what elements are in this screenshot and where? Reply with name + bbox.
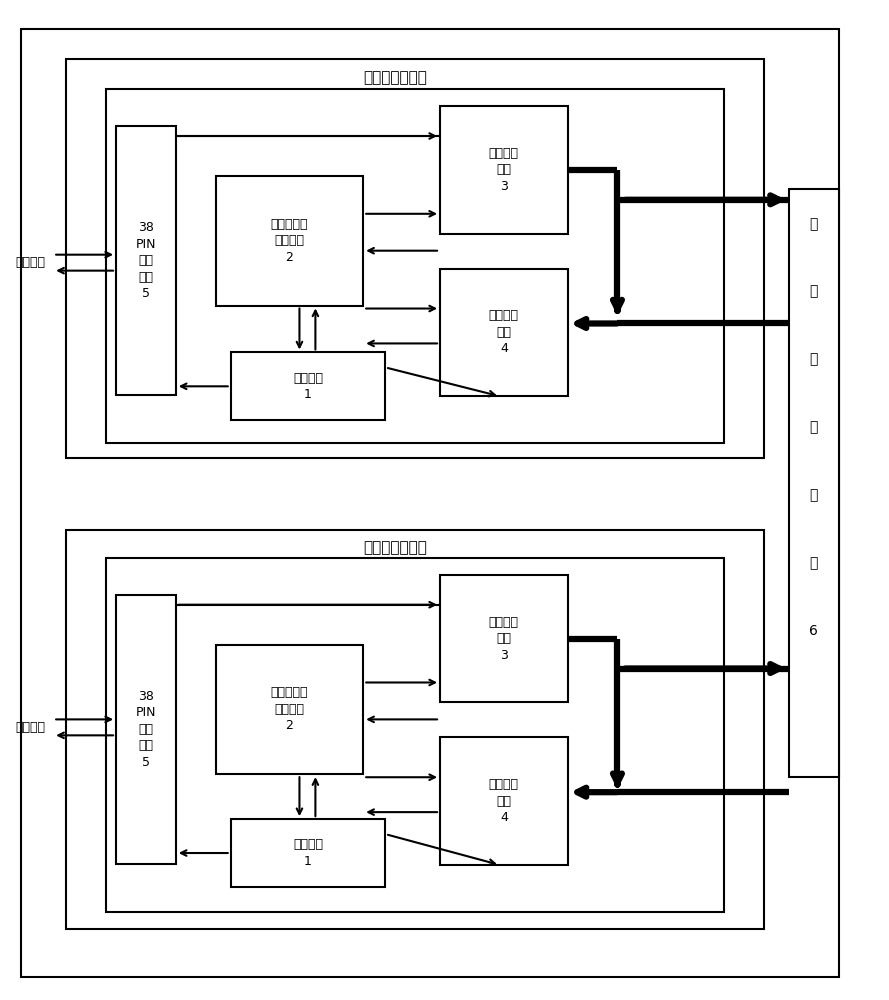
- Text: 频: 频: [810, 285, 818, 299]
- Text: 铜: 铜: [810, 488, 818, 502]
- Text: 高: 高: [810, 217, 818, 231]
- Bar: [116, 595, 176, 864]
- Bar: [440, 106, 567, 234]
- Text: 数字诊断和
通信单元
2: 数字诊断和 通信单元 2: [271, 218, 308, 264]
- Bar: [789, 189, 838, 777]
- Text: 信号发送
单元
3: 信号发送 单元 3: [489, 147, 519, 193]
- Text: 38
PIN
接口
单元
5: 38 PIN 接口 单元 5: [136, 690, 156, 769]
- Text: 通: 通: [810, 352, 818, 366]
- Bar: [106, 558, 725, 912]
- Text: 第一电传输模块: 第一电传输模块: [364, 70, 427, 85]
- Text: 6: 6: [809, 624, 818, 638]
- Bar: [216, 645, 364, 774]
- Text: 信号接收
单元
4: 信号接收 单元 4: [489, 309, 519, 355]
- Text: 外部系统: 外部系统: [15, 256, 45, 269]
- Text: 信号接收
单元
4: 信号接收 单元 4: [489, 778, 519, 824]
- Text: 数字诊断和
通信单元
2: 数字诊断和 通信单元 2: [271, 686, 308, 732]
- Bar: [230, 819, 385, 887]
- Text: 外部系统: 外部系统: [15, 721, 45, 734]
- Text: 信: 信: [810, 420, 818, 434]
- Bar: [440, 737, 567, 865]
- Bar: [230, 352, 385, 420]
- Bar: [116, 126, 176, 395]
- Bar: [66, 59, 764, 458]
- Bar: [440, 575, 567, 702]
- Text: 第二电传输模块: 第二电传输模块: [364, 540, 427, 555]
- Bar: [440, 269, 567, 396]
- Bar: [216, 176, 364, 306]
- Text: 供电单元
1: 供电单元 1: [293, 372, 323, 401]
- Bar: [106, 89, 725, 443]
- Text: 38
PIN
接口
单元
5: 38 PIN 接口 单元 5: [136, 221, 156, 300]
- Bar: [66, 530, 764, 929]
- Text: 供电单元
1: 供电单元 1: [293, 838, 323, 868]
- Text: 信号发送
单元
3: 信号发送 单元 3: [489, 616, 519, 662]
- Text: 缆: 缆: [810, 556, 818, 570]
